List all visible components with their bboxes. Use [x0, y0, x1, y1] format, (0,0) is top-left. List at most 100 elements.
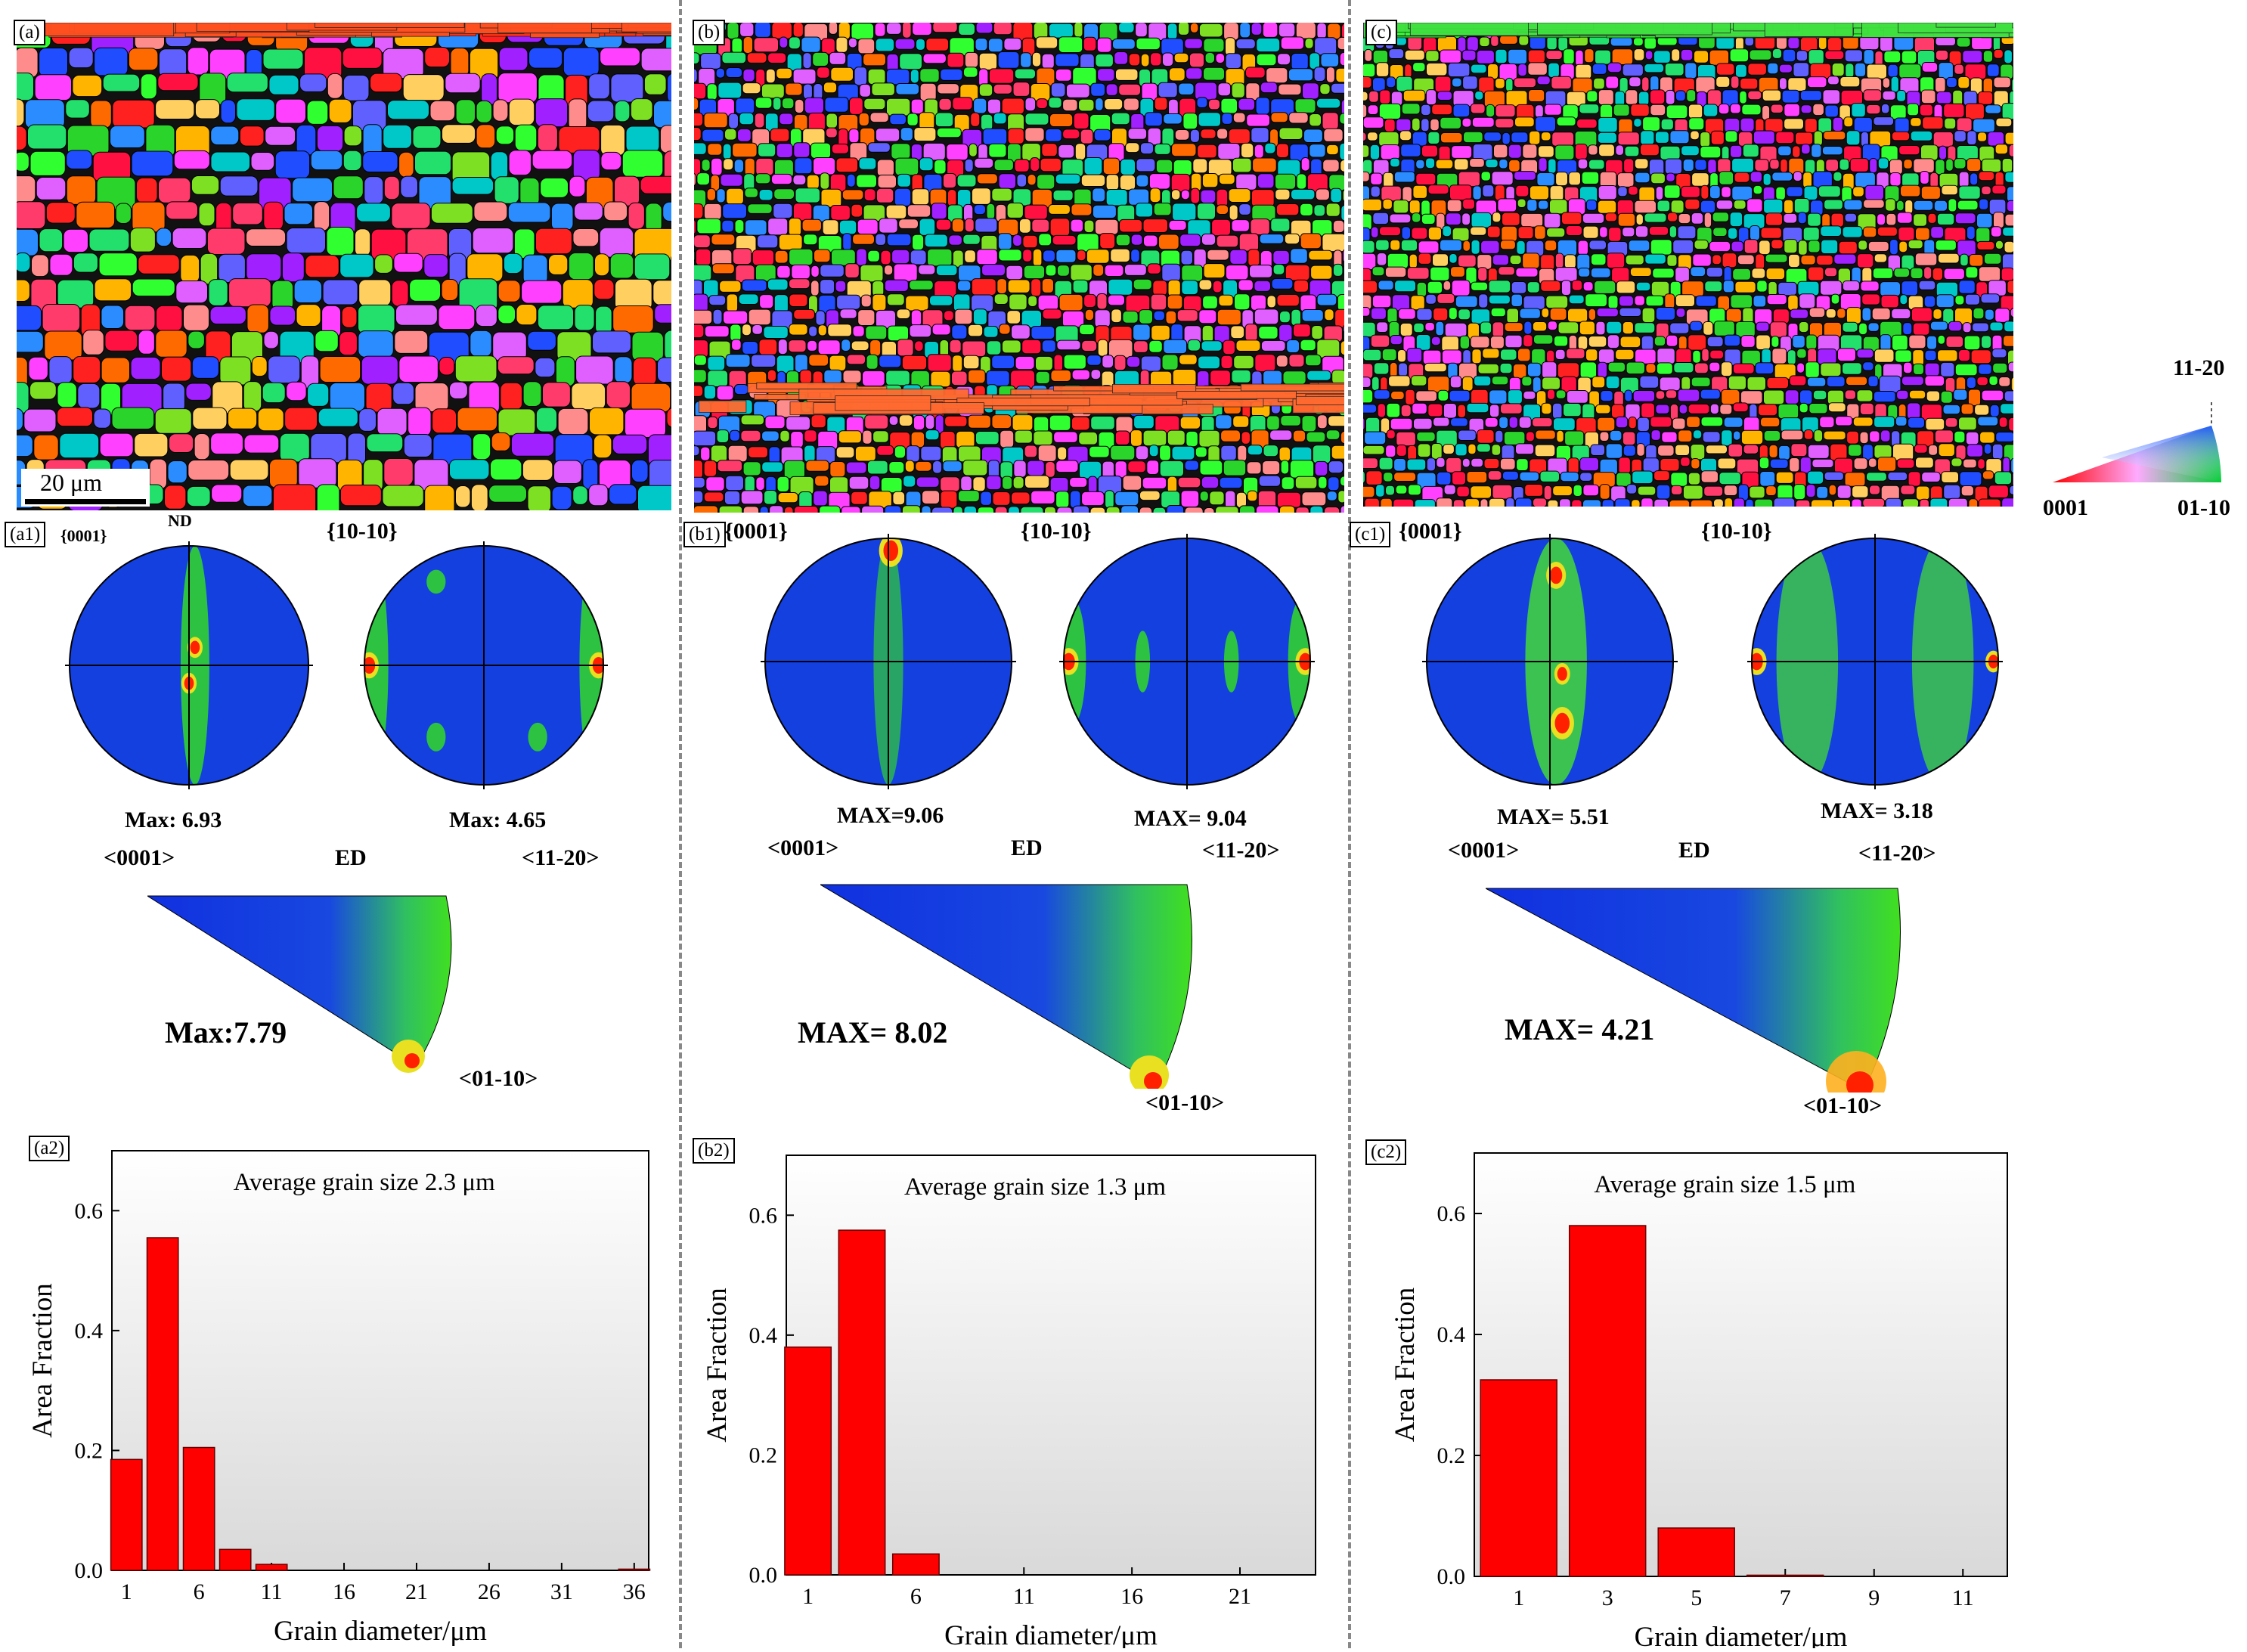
x-tick-label: 36	[623, 1579, 646, 1604]
x-tick-label: 11	[1952, 1585, 1974, 1610]
x-tick-label: 6	[910, 1584, 922, 1609]
y-tick-label: 0.6	[1437, 1201, 1466, 1226]
ipf-c-ax2: <11-20>	[1858, 841, 1936, 866]
ipf-c-ax3: <01-10>	[1803, 1093, 1882, 1119]
bar	[618, 1569, 649, 1570]
bar	[256, 1564, 287, 1570]
inverse-pole-figure-b	[820, 869, 1244, 1089]
bar	[1480, 1380, 1557, 1576]
y-tick-label: 0.2	[749, 1443, 778, 1468]
bar	[184, 1448, 215, 1571]
x-tick-label: 1	[1513, 1585, 1524, 1610]
divider-left	[679, 0, 682, 1648]
x-tick-label: 3	[1602, 1585, 1613, 1610]
ipf-color-key: 11-20 0001 01-10	[2041, 355, 2238, 529]
pf-a-max2: Max: 4.65	[449, 807, 546, 833]
ipf-b-ed: ED	[1011, 835, 1043, 861]
ebsd-map-c	[1363, 23, 2013, 507]
y-tick-label: 0.4	[749, 1323, 778, 1348]
label-b: (b)	[693, 20, 725, 45]
x-tick-label: 9	[1868, 1585, 1880, 1610]
bar	[838, 1230, 885, 1575]
x-tick-label: 31	[550, 1579, 573, 1604]
pf-a-max1: Max: 6.93	[125, 807, 222, 833]
x-axis-label: Grain diameter/μm	[1635, 1622, 1848, 1648]
histogram-c2: 0.0 0.2 0.4 0.6 1 3 5 7 9 11 Average grain size 1.…	[1353, 1130, 2034, 1648]
bar	[893, 1554, 939, 1575]
y-tick-label: 0.4	[75, 1319, 104, 1344]
x-axis-label: Grain diameter/μm	[274, 1616, 487, 1647]
pf-c-max1: MAX= 5.51	[1497, 804, 1610, 830]
scale-bar-line	[25, 499, 146, 504]
label-c1: (c1)	[1350, 522, 1390, 547]
inverse-pole-figure-c	[1486, 873, 1909, 1093]
ebsd-map-a	[17, 23, 671, 510]
x-tick-label: 1	[121, 1579, 132, 1604]
ipf-b-ax2: <11-20>	[1202, 838, 1280, 863]
y-tick-label: 0.0	[749, 1563, 778, 1588]
y-tick-label: 0.2	[75, 1438, 104, 1463]
x-tick-label: 26	[478, 1579, 501, 1604]
x-tick-label: 6	[194, 1579, 205, 1604]
pf-c-max2: MAX= 3.18	[1821, 798, 1933, 824]
pole-figure-b-0001	[756, 529, 1021, 794]
y-tick-label: 0.0	[1437, 1564, 1466, 1589]
bar	[1570, 1226, 1646, 1576]
pole-figure-c-0001	[1418, 529, 1682, 794]
x-tick-label: 5	[1691, 1585, 1702, 1610]
average-grain-size-annotation: Average grain size 2.3 μm	[234, 1169, 495, 1196]
y-tick-label: 0.4	[1437, 1322, 1466, 1347]
label-a: (a)	[14, 20, 45, 45]
ipf-a-ax2: <11-20>	[522, 845, 600, 871]
pole-figure-a-1010	[355, 537, 612, 794]
y-axis-label: Area Fraction	[702, 1288, 733, 1442]
x-tick-label: 1	[802, 1584, 814, 1609]
ipf-b-ax1: <0001>	[767, 835, 838, 861]
scale-bar-label: 20 μm	[40, 469, 102, 497]
x-tick-label: 11	[1013, 1584, 1035, 1609]
x-tick-label: 21	[1229, 1584, 1251, 1609]
y-tick-label: 0.6	[749, 1203, 778, 1228]
scale-bar: 20 μm	[21, 469, 150, 507]
average-grain-size-annotation: Average grain size 1.3 μm	[904, 1173, 1166, 1201]
bar	[1658, 1528, 1734, 1576]
ipf-key-right: 01-10	[2177, 495, 2230, 521]
label-a1: (a1)	[5, 522, 45, 547]
x-tick-label: 16	[1120, 1584, 1143, 1609]
ipf-c-ed: ED	[1678, 838, 1710, 863]
pf-b-max1: MAX=9.06	[837, 803, 944, 829]
x-tick-label: 7	[1780, 1585, 1791, 1610]
ipf-a-ed: ED	[335, 845, 367, 871]
bar	[111, 1459, 142, 1570]
ipf-b-ax3: <01-10>	[1145, 1090, 1224, 1116]
ipf-c-ax1: <0001>	[1448, 838, 1519, 863]
ipf-a-max: Max:7.79	[165, 1015, 287, 1050]
ipf-a-ax1: <0001>	[104, 845, 175, 871]
x-tick-label: 21	[405, 1579, 428, 1604]
average-grain-size-annotation: Average grain size 1.5 μm	[1594, 1171, 1855, 1198]
ipf-a-ax3: <01-10>	[459, 1066, 538, 1092]
x-tick-label: 11	[261, 1579, 283, 1604]
ipf-c-max: MAX= 4.21	[1505, 1012, 1654, 1047]
pole-figure-a-0001	[60, 537, 318, 794]
bar	[1747, 1575, 1824, 1576]
x-tick-label: 16	[333, 1579, 355, 1604]
pole-figure-b-1010	[1055, 529, 1319, 794]
y-axis-label: Area Fraction	[1390, 1288, 1421, 1442]
ebsd-map-b	[694, 23, 1344, 513]
bar	[147, 1238, 178, 1570]
pole-figure-c-1010	[1743, 529, 2007, 794]
ipf-b-max: MAX= 8.02	[798, 1015, 947, 1050]
ipf-key-left: 0001	[2043, 495, 2088, 521]
label-b1: (b1)	[683, 522, 726, 547]
y-tick-label: 0.6	[75, 1198, 104, 1223]
y-tick-label: 0.2	[1437, 1443, 1466, 1468]
pf-a-nd: ND	[168, 511, 192, 531]
x-axis-label: Grain diameter/μm	[944, 1620, 1158, 1648]
label-c: (c)	[1365, 20, 1397, 45]
y-tick-label: 0.0	[75, 1558, 104, 1583]
bar	[220, 1549, 251, 1570]
pf-b-max2: MAX= 9.04	[1134, 806, 1247, 832]
